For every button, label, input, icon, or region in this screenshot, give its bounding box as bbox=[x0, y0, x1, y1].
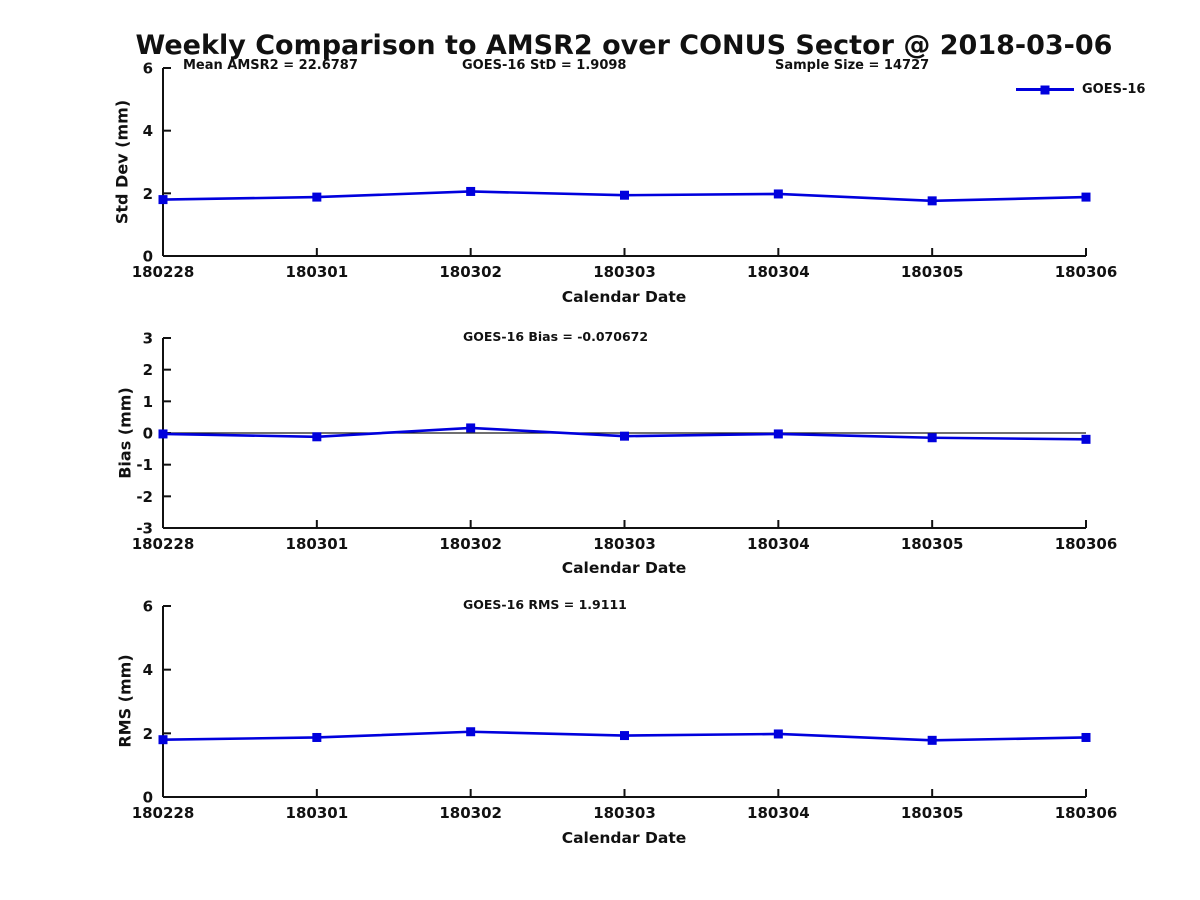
x-tick-label: 180303 bbox=[593, 535, 656, 553]
data-point-marker bbox=[1081, 732, 1091, 742]
annotation-sample-size: Sample Size = 14727 bbox=[775, 58, 930, 73]
x-tick-label: 180304 bbox=[747, 263, 810, 281]
x-tick-label: 180301 bbox=[286, 804, 349, 822]
subplot1-xlabel: Calendar Date bbox=[561, 288, 687, 306]
data-point-marker bbox=[466, 727, 476, 737]
subplot2-xlabel: Calendar Date bbox=[561, 559, 687, 577]
data-point-marker bbox=[620, 190, 629, 200]
data-point-marker bbox=[773, 429, 783, 439]
y-tick-label: -1 bbox=[136, 456, 153, 474]
y-tick-label: 1 bbox=[143, 393, 153, 411]
data-point-marker bbox=[1081, 192, 1091, 202]
data-point-marker bbox=[927, 196, 937, 206]
x-tick-label: 180301 bbox=[286, 263, 349, 281]
data-point-marker bbox=[773, 729, 783, 739]
data-point-marker bbox=[158, 195, 168, 205]
data-point-marker bbox=[312, 192, 322, 202]
data-point-marker bbox=[773, 189, 783, 199]
annotation-goes16-std: GOES-16 StD = 1.9098 bbox=[462, 58, 627, 73]
x-tick-label: 180303 bbox=[593, 263, 656, 281]
x-tick-label: 180301 bbox=[286, 535, 349, 553]
legend: GOES-16 bbox=[1016, 82, 1145, 97]
data-point-marker bbox=[312, 732, 322, 742]
x-tick-label: 180228 bbox=[132, 535, 195, 553]
subplot3-title: GOES-16 RMS = 1.9111 bbox=[463, 597, 627, 612]
x-tick-label: 180306 bbox=[1055, 263, 1118, 281]
data-point-marker bbox=[927, 735, 937, 745]
y-tick-label: 3 bbox=[143, 330, 153, 348]
y-tick-label: 4 bbox=[143, 661, 153, 679]
data-point-marker bbox=[466, 423, 476, 433]
data-point-marker bbox=[466, 186, 476, 196]
data-point-marker bbox=[158, 735, 168, 745]
x-tick-label: 180306 bbox=[1055, 535, 1118, 553]
x-tick-label: 180302 bbox=[439, 535, 502, 553]
y-tick-label: -2 bbox=[136, 488, 153, 506]
x-tick-label: 180302 bbox=[439, 804, 502, 822]
y-tick-label: 0 bbox=[143, 425, 153, 443]
data-point-marker bbox=[1081, 434, 1091, 444]
y-tick-label: -3 bbox=[136, 520, 153, 538]
y-tick-label: 2 bbox=[143, 725, 153, 743]
x-tick-label: 180304 bbox=[747, 804, 810, 822]
y-tick-label: 6 bbox=[143, 60, 153, 78]
y-tick-label: 0 bbox=[143, 248, 153, 266]
x-tick-label: 180306 bbox=[1055, 804, 1118, 822]
y-tick-label: 4 bbox=[143, 122, 153, 140]
subplot-3: 0 2 4 6 180228 180301 180302 180303 180304 180305… bbox=[132, 598, 1118, 823]
x-tick-label: 180302 bbox=[439, 263, 502, 281]
figure-title: Weekly Comparison to AMSR2 over CONUS Se… bbox=[135, 30, 1113, 61]
x-tick-label: 180305 bbox=[901, 263, 964, 281]
y-tick-label: 2 bbox=[143, 361, 153, 379]
data-point-marker bbox=[158, 429, 168, 439]
annotation-mean-amsr2: Mean AMSR2 = 22.6787 bbox=[183, 58, 358, 73]
x-tick-label: 180304 bbox=[747, 535, 810, 553]
x-tick-label: 180228 bbox=[132, 263, 195, 281]
subplot-2: -3 -2 -1 0 1 2 3 180228 180301 180302 180303 180304… bbox=[132, 330, 1118, 554]
subplot3-xlabel: Calendar Date bbox=[561, 829, 687, 847]
legend-square-marker-icon bbox=[1040, 85, 1050, 94]
x-tick-label: 180228 bbox=[132, 804, 195, 822]
x-tick-label: 180303 bbox=[593, 804, 656, 822]
legend-label: GOES-16 bbox=[1082, 82, 1146, 97]
data-point-marker bbox=[927, 433, 937, 443]
x-tick-label: 180305 bbox=[901, 804, 964, 822]
y-tick-label: 0 bbox=[143, 789, 153, 807]
y-tick-label: 2 bbox=[143, 185, 153, 203]
subplot-1: 0 2 4 6 180228 180301 180302 180303 180304 180305… bbox=[132, 60, 1118, 282]
data-point-marker bbox=[620, 431, 629, 441]
data-point-marker bbox=[620, 731, 629, 741]
legend-line-swatch bbox=[1016, 85, 1074, 94]
data-point-marker bbox=[312, 432, 322, 442]
y-tick-label: 6 bbox=[143, 598, 153, 616]
x-tick-label: 180305 bbox=[901, 535, 964, 553]
subplot2-title: GOES-16 Bias = -0.070672 bbox=[463, 329, 649, 344]
